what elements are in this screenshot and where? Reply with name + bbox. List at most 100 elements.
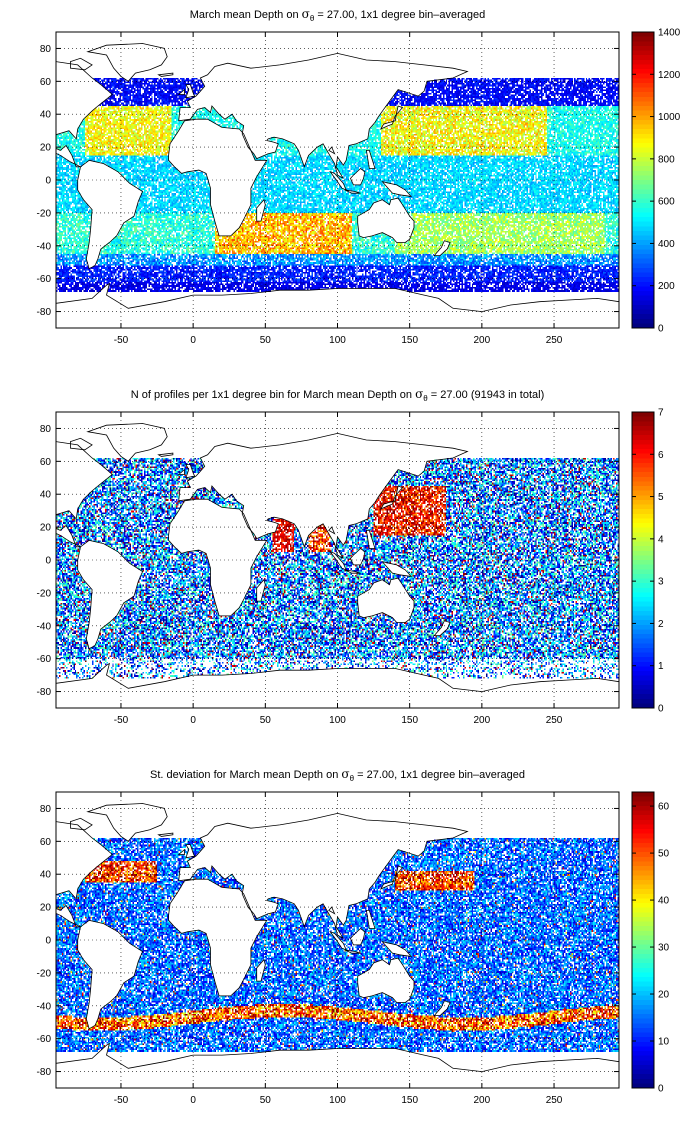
coastline (157, 452, 174, 457)
y-tick-label: -80 (37, 307, 52, 318)
coastline (70, 437, 93, 451)
coastline (77, 919, 144, 1030)
y-tick-label: -60 (37, 1034, 52, 1045)
coastline (344, 189, 361, 194)
x-tick-label: 50 (260, 715, 272, 726)
panel-title: N of profiles per 1x1 degree bin for Mar… (131, 387, 544, 403)
colorbar-gradient (632, 32, 654, 328)
x-tick-label: 100 (329, 335, 346, 346)
coastline (86, 803, 168, 842)
panel-title: St. deviation for March mean Depth on σθ… (150, 767, 525, 783)
colorbar-tick-label: 4 (658, 534, 664, 545)
colorbar: 0 1 2 3 4 5 6 7 (631, 408, 664, 715)
x-tick-label: 0 (190, 335, 196, 346)
y-tick-label: 20 (40, 523, 52, 534)
x-tick-label: 200 (474, 1095, 491, 1106)
coastline (379, 485, 404, 510)
coastline (328, 526, 336, 535)
y-tick-label: -60 (37, 274, 52, 285)
x-tick-label: 200 (474, 715, 491, 726)
coastline (350, 547, 366, 566)
coastline (86, 43, 168, 82)
x-tick-label: -50 (114, 715, 129, 726)
colorbar-tick-label: 600 (658, 197, 675, 208)
y-tick-label: -40 (37, 241, 52, 252)
y-tick-label: 40 (40, 870, 52, 881)
x-tick-label: 200 (474, 335, 491, 346)
coastline (168, 878, 268, 997)
coastline (344, 569, 361, 574)
colorbar-gradient (632, 412, 654, 708)
coastline (27, 820, 49, 828)
coastline (157, 72, 174, 77)
coastline (77, 159, 144, 270)
colorbar: 0 10 20 30 40 50 60 (631, 791, 670, 1095)
coastline (381, 560, 413, 577)
y-tick-label: 60 (40, 457, 52, 468)
y-tick-label: 40 (40, 490, 52, 501)
y-tick-label: 80 (40, 44, 52, 55)
coastline (70, 817, 93, 831)
coastline (357, 577, 415, 623)
colorbar-frame (631, 791, 655, 1089)
colorbar-tick-label: 10 (658, 1037, 670, 1048)
coastline (433, 240, 451, 257)
x-tick-label: 150 (401, 1095, 418, 1106)
panel-title: March mean Depth on σθ = 27.00, 1x1 degr… (190, 7, 486, 23)
coastline (381, 180, 413, 197)
colorbar-tick-label: 0 (658, 1084, 664, 1095)
colorbar-tick-label: 50 (658, 849, 670, 860)
x-tick-label: 100 (329, 715, 346, 726)
y-tick-label: 80 (40, 804, 52, 815)
coastline (70, 57, 93, 71)
coastline (56, 662, 619, 708)
y-tick-label: -60 (37, 654, 52, 665)
coastline (344, 949, 361, 954)
y-tick-label: -40 (37, 621, 52, 632)
coastline (381, 940, 413, 957)
colorbar-tick-label: 5 (658, 492, 664, 503)
coastlines (27, 803, 619, 1088)
colorbar-gradient (632, 792, 654, 1088)
map-panel-2: N of profiles per 1x1 degree bin for Mar… (37, 387, 664, 726)
coastline (256, 198, 266, 222)
coastline (185, 844, 196, 859)
grid-lines (56, 792, 619, 1088)
coastline (56, 441, 113, 548)
coastline (357, 197, 415, 243)
y-tick-label: 0 (45, 556, 51, 567)
grid-lines (56, 32, 619, 328)
x-tick-label: 250 (546, 1095, 563, 1106)
coastline (157, 832, 174, 837)
coastline (177, 468, 185, 475)
y-tick-label: -20 (37, 208, 52, 219)
x-tick-label: 0 (190, 1095, 196, 1106)
coastline (350, 927, 366, 946)
coastline (433, 1000, 451, 1016)
coastlines (56, 43, 619, 328)
coastline (379, 105, 404, 130)
colorbar-tick-label: 1000 (658, 112, 681, 123)
colorbar-tick-label: 2 (658, 619, 664, 630)
colorbar-tick-label: 1200 (658, 70, 681, 81)
x-tick-label: 250 (546, 335, 563, 346)
coastline (177, 88, 185, 95)
x-tick-label: 250 (546, 715, 563, 726)
coastline (350, 167, 366, 186)
coastline (365, 530, 376, 549)
x-tick-label: 100 (329, 1095, 346, 1106)
coastline (185, 84, 196, 99)
coastline (185, 464, 196, 479)
coastline (256, 958, 266, 982)
colorbar-frame (631, 31, 655, 329)
coastline (77, 539, 144, 650)
y-tick-label: 0 (45, 936, 51, 947)
y-tick-label: 80 (40, 424, 52, 435)
y-tick-label: -20 (37, 588, 52, 599)
coastline (177, 848, 185, 855)
x-tick-label: 50 (260, 335, 272, 346)
y-tick-label: -80 (37, 1067, 52, 1078)
colorbar-tick-label: 7 (658, 408, 664, 419)
x-tick-label: 150 (401, 715, 418, 726)
